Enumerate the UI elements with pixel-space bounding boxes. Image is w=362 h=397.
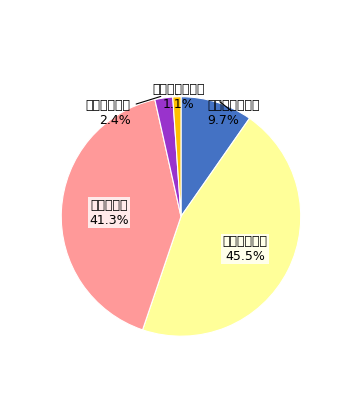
- Wedge shape: [173, 97, 181, 216]
- Wedge shape: [155, 97, 181, 216]
- Text: 大きく後退した
1.1%: 大きく後退した 1.1%: [152, 83, 205, 111]
- Wedge shape: [143, 118, 301, 336]
- Text: やや後退した
2.4%: やや後退した 2.4%: [86, 96, 161, 127]
- Wedge shape: [61, 100, 181, 330]
- Text: 大きく前進した
9.7%: 大きく前進した 9.7%: [207, 99, 260, 127]
- Wedge shape: [181, 97, 249, 216]
- Text: やや前進した
45.5%: やや前進した 45.5%: [223, 235, 268, 263]
- Text: 変わらない
41.3%: 変わらない 41.3%: [89, 198, 129, 227]
